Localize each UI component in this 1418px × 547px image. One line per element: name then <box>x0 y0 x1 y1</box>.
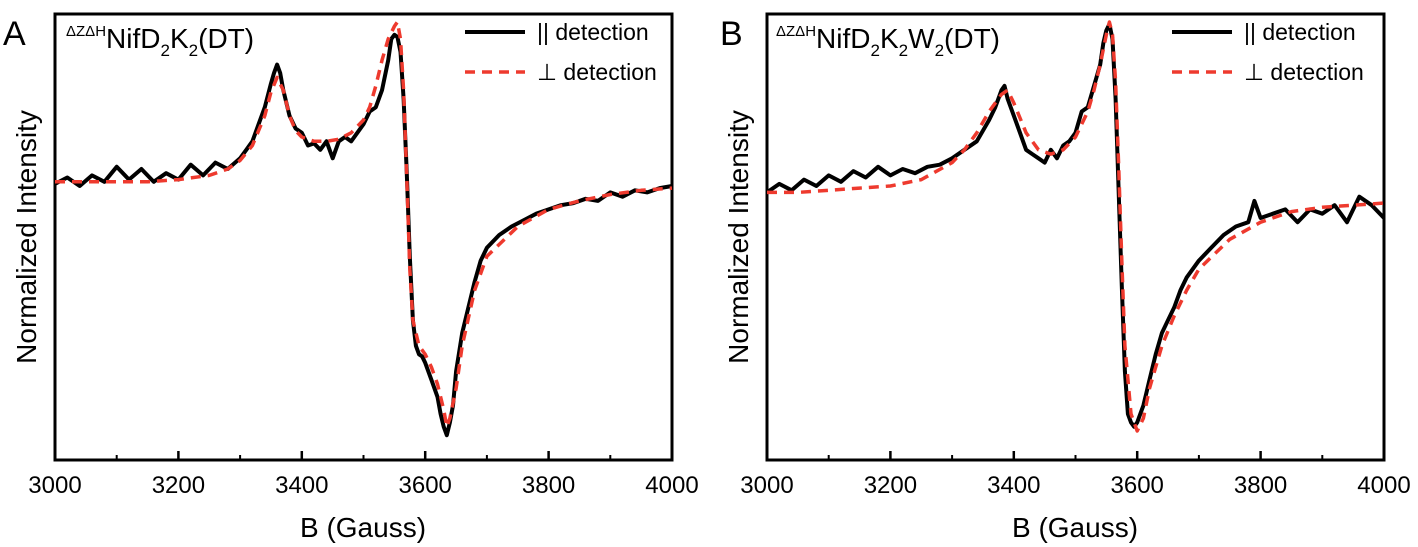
x-ticks-a: 3000 3200 3400 3600 3800 4000 <box>28 451 699 499</box>
y-axis-title-a: Normalized Intensity <box>11 110 42 364</box>
x-tick-label: 3600 <box>1111 472 1164 499</box>
chart-panel-a: 3000 3200 3400 3600 3800 4000 A ΔZΔHNifD2K2(D… <box>3 12 699 543</box>
chart-panel-b: 3000 3200 3400 3600 3800 4000 B ΔZΔHNifD2K2W2… <box>720 12 1411 543</box>
x-ticks-b: 3000 3200 3400 3600 3800 4000 <box>740 451 1411 499</box>
series-group-a <box>54 20 673 438</box>
x-tick-label: 3800 <box>1234 472 1287 499</box>
sample-label-a: ΔZΔHNifD2K2(DT) <box>66 23 254 60</box>
x-tick-label: 3400 <box>275 472 328 499</box>
legend-entry: || detection <box>1244 19 1356 45</box>
x-tick-label: 4000 <box>645 472 698 499</box>
x-tick-label: 3000 <box>740 472 793 499</box>
x-tick-label: 3000 <box>28 472 81 499</box>
series-line-perpendicular <box>767 20 1385 433</box>
x-tick-label: 4000 <box>1357 472 1410 499</box>
series-line-parallel <box>765 22 1386 429</box>
x-tick-label: 3200 <box>864 472 917 499</box>
x-tick-label: 3200 <box>152 472 205 499</box>
series-group-b <box>765 20 1386 433</box>
y-axis-title-b: Normalized Intensity <box>723 110 754 364</box>
sample-label-b: ΔZΔHNifD2K2W2(DT) <box>776 23 1000 60</box>
legend-entry: || detection <box>537 19 649 45</box>
legend-entry: ⊥ detection <box>537 59 657 85</box>
x-axis-title-b: B (Gauss) <box>1012 512 1138 543</box>
x-axis-title-a: B (Gauss) <box>300 512 426 543</box>
legend-b: || detection ⊥ detection <box>1172 19 1364 85</box>
legend-entry: ⊥ detection <box>1244 59 1364 85</box>
x-tick-label: 3600 <box>399 472 452 499</box>
legend-a: || detection ⊥ detection <box>465 19 657 85</box>
series-line-perpendicular <box>55 20 673 429</box>
x-tick-label: 3400 <box>987 472 1040 499</box>
panel-letter-b: B <box>720 15 743 53</box>
x-tick-label: 3800 <box>522 472 575 499</box>
panel-letter-a: A <box>3 15 26 53</box>
series-line-parallel <box>54 32 673 438</box>
